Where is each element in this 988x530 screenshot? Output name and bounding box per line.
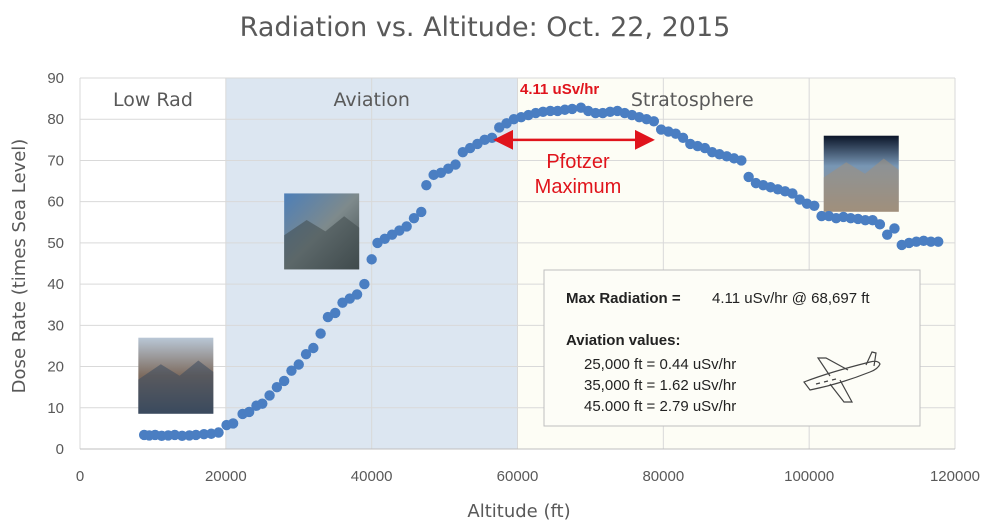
data-point xyxy=(545,105,556,117)
x-tick-label: 60000 xyxy=(497,468,539,485)
y-tick-label: 30 xyxy=(47,317,64,334)
max-radiation-value: 4.11 uSv/hr @ 68,697 ft xyxy=(712,290,870,307)
data-point xyxy=(860,215,871,226)
data-point xyxy=(243,406,255,418)
stratosphere-photo xyxy=(823,135,899,212)
y-tick-label: 0 xyxy=(56,441,64,458)
data-point xyxy=(736,155,747,166)
airplane-icon xyxy=(803,351,881,403)
data-point xyxy=(486,132,498,143)
data-point xyxy=(881,229,893,240)
aviation-values-heading: Aviation values: xyxy=(566,332,680,349)
aviation-value-45000: 45.000 ft = 2.79 uSv/hr xyxy=(584,398,736,415)
y-tick-label: 50 xyxy=(47,235,64,252)
data-point xyxy=(816,210,827,222)
aviation-value-25000: 25,000 ft = 0.44 uSv/hr xyxy=(584,356,736,373)
data-point xyxy=(401,221,412,232)
region-label-aviation: Aviation xyxy=(333,89,409,111)
data-point xyxy=(743,171,754,183)
x-axis-title: Altitude (ft) xyxy=(467,501,570,522)
data-point xyxy=(257,398,268,409)
y-tick-label: 20 xyxy=(47,359,64,376)
data-point xyxy=(421,179,432,191)
data-point xyxy=(366,254,377,265)
max-radiation-label: Max Radiation = xyxy=(566,290,681,307)
data-point xyxy=(874,219,886,230)
data-point xyxy=(648,116,660,127)
data-point xyxy=(677,132,689,143)
x-tick-label: 120000 xyxy=(930,468,980,485)
data-point xyxy=(213,427,224,438)
data-point xyxy=(590,107,601,119)
peak-dose-label: 4.11 uSv/hr xyxy=(520,81,599,98)
pfotzer-label-line1: Pfotzer xyxy=(546,151,610,173)
data-point xyxy=(264,390,275,401)
y-tick-label: 60 xyxy=(47,194,64,211)
annotations: 4.11 uSv/hr Pfotzer Maximum xyxy=(493,81,655,198)
data-point xyxy=(286,365,297,376)
x-tick-label: 100000 xyxy=(784,468,834,485)
region-label-low-rad: Low Rad xyxy=(113,89,193,111)
data-point xyxy=(351,289,363,300)
aviation-value-35000: 35,000 ft = 1.62 uSv/hr xyxy=(584,377,736,394)
ground-crew-photo xyxy=(138,337,214,414)
data-point xyxy=(566,103,578,115)
pfotzer-label-line2: Maximum xyxy=(535,176,622,198)
data-point xyxy=(308,342,319,354)
data-point xyxy=(787,188,798,199)
data-point xyxy=(330,307,341,319)
data-point xyxy=(809,200,820,211)
photos xyxy=(138,135,899,414)
data-point xyxy=(271,381,283,393)
data-point xyxy=(450,159,461,170)
data-point xyxy=(925,236,937,247)
x-tick-label: 0 xyxy=(76,468,84,485)
chart-title: Radiation vs. Altitude: Oct. 22, 2015 xyxy=(240,12,731,43)
data-point xyxy=(408,212,420,224)
data-point xyxy=(359,278,370,290)
data-point xyxy=(190,429,202,441)
axes: 0 10 20 30 40 50 60 70 80 90 0 20000 40000 60000 80000… xyxy=(47,70,980,485)
x-tick-label: 80000 xyxy=(642,468,684,485)
info-box-frame xyxy=(543,269,921,427)
y-tick-label: 80 xyxy=(47,111,64,128)
data-point xyxy=(227,418,239,429)
data-points xyxy=(138,102,944,442)
y-axis-title: Dose Rate (times Sea Level) xyxy=(9,139,30,394)
y-tick-label: 40 xyxy=(47,276,64,293)
data-point xyxy=(278,375,290,387)
x-tick-label: 40000 xyxy=(351,468,393,485)
aviation-altitude-photo xyxy=(284,193,360,270)
info-box: Max Radiation = 4.11 uSv/hr @ 68,697 ft … xyxy=(543,269,921,427)
data-point xyxy=(300,348,312,360)
y-tick-label: 70 xyxy=(47,152,64,169)
region-labels: Low Rad Aviation Stratosphere xyxy=(113,89,754,111)
data-point xyxy=(315,328,326,339)
data-point xyxy=(293,359,304,370)
x-tick-label: 20000 xyxy=(205,468,247,485)
data-point xyxy=(933,236,944,247)
region-label-stratosphere: Stratosphere xyxy=(631,89,754,111)
y-tick-label: 10 xyxy=(47,400,64,417)
y-tick-label: 90 xyxy=(47,70,64,87)
data-point xyxy=(889,223,900,234)
data-point xyxy=(416,206,427,218)
